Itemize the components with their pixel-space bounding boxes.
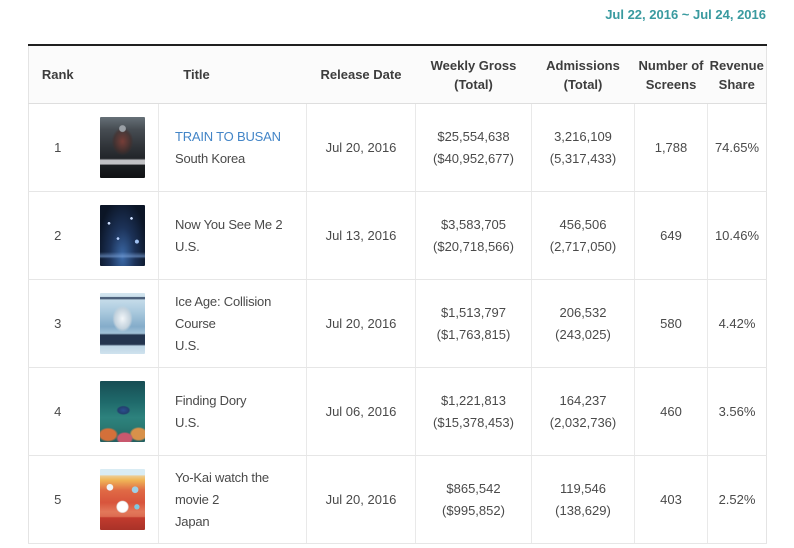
weekly-gross-value: $865,542 — [446, 480, 501, 496]
movie-poster[interactable] — [99, 205, 145, 266]
total-gross-value: ($1,763,815) — [436, 326, 511, 342]
table-row: 2 Now You See Me 2 U.S. Jul 13, 2016 $3,… — [28, 191, 767, 280]
admissions-cell: 164,237 (2,032,736) — [531, 367, 635, 456]
total-admissions-value: (2,717,050) — [549, 238, 617, 254]
admissions-value: 164,237 — [559, 392, 607, 408]
rank-cell: 4 — [28, 367, 87, 456]
movie-poster[interactable] — [99, 117, 145, 178]
table-row: 1 TRAIN TO BUSAN South Korea Jul 20, 201… — [28, 103, 767, 192]
weekly-gross-value: $1,221,813 — [440, 392, 507, 408]
admissions-value: 206,532 — [559, 304, 607, 320]
header-row: Rank Title Release Date Weekly Gross (To… — [28, 45, 767, 104]
header-admissions: Admissions (Total) — [531, 45, 635, 104]
screens-cell: 1,788 — [634, 103, 708, 192]
rank-cell: 5 — [28, 455, 87, 544]
total-gross-value: ($40,952,677) — [433, 150, 514, 166]
movie-poster[interactable] — [99, 381, 145, 442]
admissions-value: 3,216,109 — [554, 128, 612, 144]
revenue-share-cell: 10.46% — [707, 191, 767, 280]
movie-title: Ice Age: Collision Course — [175, 293, 272, 331]
weekly-box-office-table: Rank Title Release Date Weekly Gross (To… — [28, 44, 767, 544]
title-cell: Finding Dory U.S. — [158, 367, 307, 456]
admissions-value: 119,546 — [559, 480, 607, 496]
release-date-cell: Jul 13, 2016 — [306, 191, 416, 280]
weekly-gross-cell: $865,542 ($995,852) — [415, 455, 532, 544]
revenue-share-cell: 74.65% — [707, 103, 767, 192]
movie-poster[interactable] — [99, 293, 145, 354]
movie-country: South Korea — [175, 150, 246, 166]
movie-title: Finding Dory — [175, 392, 247, 408]
header-weekly-gross: Weekly Gross (Total) — [415, 45, 532, 104]
release-date-cell: Jul 20, 2016 — [306, 103, 416, 192]
screens-cell: 403 — [634, 455, 708, 544]
total-gross-value: ($995,852) — [442, 502, 505, 518]
admissions-cell: 456,506 (2,717,050) — [531, 191, 635, 280]
total-admissions-value: (5,317,433) — [549, 150, 617, 166]
date-range-label: Jul 22, 2016 ~ Jul 24, 2016 — [605, 7, 766, 22]
release-date-cell: Jul 20, 2016 — [306, 279, 416, 368]
admissions-value: 456,506 — [559, 216, 607, 232]
movie-poster[interactable] — [99, 469, 145, 530]
rank-cell: 1 — [28, 103, 87, 192]
weekly-gross-value: $1,513,797 — [440, 304, 507, 320]
poster-cell — [86, 367, 159, 456]
weekly-gross-value: $25,554,638 — [437, 128, 510, 144]
header-release-date: Release Date — [306, 45, 416, 104]
admissions-cell: 206,532 (243,025) — [531, 279, 635, 368]
movie-country: U.S. — [175, 414, 200, 430]
header-title: Title — [86, 45, 307, 104]
admissions-cell: 3,216,109 (5,317,433) — [531, 103, 635, 192]
table-row: 4 Finding Dory U.S. Jul 06, 2016 $1,221,… — [28, 367, 767, 456]
weekly-gross-cell: $3,583,705 ($20,718,566) — [415, 191, 532, 280]
header-revenue-share: Revenue Share — [707, 45, 767, 104]
weekly-gross-cell: $1,221,813 ($15,378,453) — [415, 367, 532, 456]
poster-cell — [86, 455, 159, 544]
total-admissions-value: (2,032,736) — [549, 414, 617, 430]
revenue-share-cell: 2.52% — [707, 455, 767, 544]
title-cell: Yo-Kai watch the movie 2 Japan — [158, 455, 307, 544]
total-admissions-value: (243,025) — [555, 326, 611, 342]
movie-title-link[interactable]: TRAIN TO BUSAN — [175, 128, 281, 144]
weekly-gross-cell: $25,554,638 ($40,952,677) — [415, 103, 532, 192]
rank-cell: 3 — [28, 279, 87, 368]
table-row: 5 Yo-Kai watch the movie 2 Japan Jul 20,… — [28, 455, 767, 544]
title-cell: Now You See Me 2 U.S. — [158, 191, 307, 280]
movie-country: U.S. — [175, 337, 200, 353]
poster-cell — [86, 191, 159, 280]
rank-cell: 2 — [28, 191, 87, 280]
movie-title: Now You See Me 2 — [175, 216, 283, 232]
release-date-cell: Jul 06, 2016 — [306, 367, 416, 456]
release-date-cell: Jul 20, 2016 — [306, 455, 416, 544]
total-admissions-value: (138,629) — [555, 502, 611, 518]
admissions-cell: 119,546 (138,629) — [531, 455, 635, 544]
title-cell: Ice Age: Collision Course U.S. — [158, 279, 307, 368]
poster-cell — [86, 279, 159, 368]
total-gross-value: ($20,718,566) — [433, 238, 514, 254]
weekly-gross-value: $3,583,705 — [440, 216, 507, 232]
table-row: 3 Ice Age: Collision Course U.S. Jul 20,… — [28, 279, 767, 368]
movie-title: Yo-Kai watch the movie 2 — [175, 469, 269, 507]
movie-country: U.S. — [175, 238, 200, 254]
total-gross-value: ($15,378,453) — [433, 414, 514, 430]
weekly-gross-cell: $1,513,797 ($1,763,815) — [415, 279, 532, 368]
screens-cell: 649 — [634, 191, 708, 280]
screens-cell: 460 — [634, 367, 708, 456]
revenue-share-cell: 4.42% — [707, 279, 767, 368]
screens-cell: 580 — [634, 279, 708, 368]
revenue-share-cell: 3.56% — [707, 367, 767, 456]
header-number-of-screens: Number of Screens — [634, 45, 708, 104]
title-cell: TRAIN TO BUSAN South Korea — [158, 103, 307, 192]
poster-cell — [86, 103, 159, 192]
header-rank: Rank — [28, 45, 87, 104]
movie-country: Japan — [175, 513, 210, 529]
